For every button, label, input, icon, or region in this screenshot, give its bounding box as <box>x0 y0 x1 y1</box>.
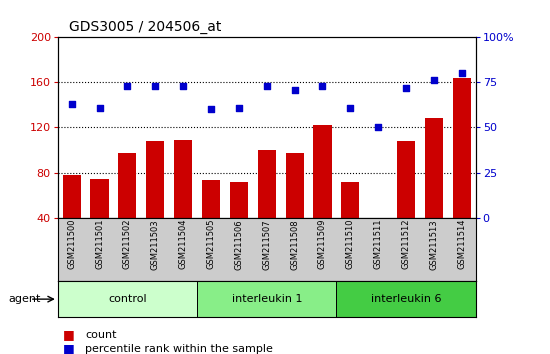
Text: GSM211501: GSM211501 <box>95 219 104 269</box>
Bar <box>342 182 359 218</box>
Point <box>179 83 188 89</box>
Bar <box>285 153 304 218</box>
Text: ■: ■ <box>63 342 75 354</box>
Point <box>67 101 76 107</box>
Bar <box>91 179 108 218</box>
Text: GSM211514: GSM211514 <box>457 219 466 269</box>
Bar <box>230 182 248 218</box>
Bar <box>63 175 81 218</box>
Bar <box>197 281 337 317</box>
Bar <box>174 140 192 218</box>
Text: ■: ■ <box>63 328 75 341</box>
Text: GSM211508: GSM211508 <box>290 219 299 270</box>
Bar <box>202 181 220 218</box>
Point <box>290 87 299 92</box>
Text: percentile rank within the sample: percentile rank within the sample <box>85 344 273 354</box>
Text: GSM211504: GSM211504 <box>179 219 188 269</box>
Text: GSM211505: GSM211505 <box>206 219 216 269</box>
Text: GSM211509: GSM211509 <box>318 219 327 269</box>
Text: GSM211512: GSM211512 <box>402 219 411 269</box>
Text: count: count <box>85 330 117 339</box>
Point <box>458 70 466 76</box>
Bar <box>425 118 443 218</box>
Bar <box>397 141 415 218</box>
Point <box>123 83 132 89</box>
Text: GSM211510: GSM211510 <box>346 219 355 269</box>
Point <box>262 83 271 89</box>
Point <box>318 83 327 89</box>
Bar <box>58 281 197 317</box>
Point <box>430 78 438 83</box>
Text: control: control <box>108 294 147 304</box>
Bar <box>453 78 471 218</box>
Bar <box>118 153 136 218</box>
Point <box>234 105 243 110</box>
Bar <box>314 125 332 218</box>
Text: GSM211507: GSM211507 <box>262 219 271 270</box>
Text: interleukin 1: interleukin 1 <box>232 294 302 304</box>
Point <box>207 107 216 112</box>
Text: agent: agent <box>8 294 41 304</box>
Point <box>346 105 355 110</box>
Text: GSM211500: GSM211500 <box>67 219 76 269</box>
Point <box>374 125 383 130</box>
Text: GSM211506: GSM211506 <box>234 219 244 270</box>
Point <box>95 105 104 110</box>
Bar <box>258 150 276 218</box>
Bar <box>337 281 476 317</box>
Text: GSM211502: GSM211502 <box>123 219 132 269</box>
Text: GSM211503: GSM211503 <box>151 219 160 270</box>
Text: interleukin 6: interleukin 6 <box>371 294 441 304</box>
Text: GSM211511: GSM211511 <box>373 219 383 269</box>
Point <box>151 83 160 89</box>
Text: GSM211513: GSM211513 <box>430 219 438 270</box>
Bar <box>146 141 164 218</box>
Point <box>402 85 410 91</box>
Text: GDS3005 / 204506_at: GDS3005 / 204506_at <box>69 19 221 34</box>
